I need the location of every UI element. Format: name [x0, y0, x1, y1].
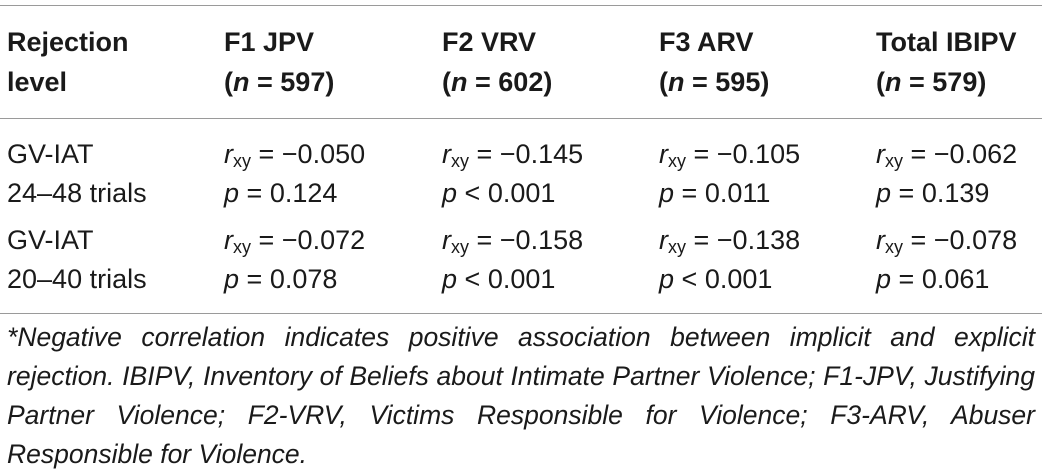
n-symbol: n [451, 67, 468, 97]
header-total-n: (n = 579) [876, 67, 987, 97]
r-subscript: xy [451, 237, 469, 257]
p-symbol: p [659, 178, 675, 208]
row1-f3-r: rxy = −0.105 [659, 134, 800, 174]
r-symbol: r [442, 139, 451, 169]
row1-label-line1: GV-IAT [7, 139, 94, 169]
header-rule [0, 118, 1042, 119]
p-value: = 0.061 [898, 264, 990, 294]
p-value: < 0.001 [681, 264, 773, 294]
r-symbol: r [876, 225, 885, 255]
header-f3-name: F3 ARV [659, 27, 754, 57]
header-f2-name: F2 VRV [442, 27, 537, 57]
r-symbol: r [659, 225, 668, 255]
n-symbol: n [885, 67, 902, 97]
r-symbol: r [224, 225, 233, 255]
p-value: < 0.001 [464, 178, 556, 208]
p-value: = 0.078 [246, 264, 338, 294]
p-value: = 0.124 [246, 178, 338, 208]
p-symbol: p [876, 264, 892, 294]
r-subscript: xy [451, 151, 469, 171]
r-subscript: xy [668, 151, 686, 171]
row1-f3-p: p = 0.011 [659, 173, 770, 213]
p-value: < 0.001 [464, 264, 556, 294]
r-symbol: r [659, 139, 668, 169]
p-symbol: p [659, 264, 675, 294]
header-f1-name: F1 JPV [224, 27, 315, 57]
header-f2-n: (n = 602) [442, 67, 553, 97]
r-symbol: r [224, 139, 233, 169]
bottom-rule [0, 313, 1042, 314]
row2-f1-r: rxy = −0.072 [224, 220, 365, 260]
row1-f2-p: p < 0.001 [442, 173, 555, 213]
header-rejection-level-line2: level [7, 67, 68, 97]
row2-f3-p: p < 0.001 [659, 259, 772, 299]
p-symbol: p [224, 178, 240, 208]
row2-label-line1: GV-IAT [7, 225, 94, 255]
f3-n-value: 595 [715, 67, 761, 97]
p-value: = 0.011 [681, 178, 771, 208]
f1-n-value: 597 [280, 67, 326, 97]
r-subscript: xy [233, 237, 251, 257]
header-total-name: Total IBIPV [876, 27, 1017, 57]
row2-f2-p: p < 0.001 [442, 259, 555, 299]
row2-label-line2: 20–40 trials [7, 264, 147, 294]
equals-sign: = [684, 67, 716, 97]
header-f3-n: (n = 595) [659, 67, 770, 97]
p-symbol: p [442, 264, 458, 294]
row2-f1-p: p = 0.078 [224, 259, 337, 299]
r-value: = −0.062 [910, 139, 1018, 169]
r-value: = −0.158 [476, 225, 584, 255]
r-value: = −0.145 [476, 139, 584, 169]
r-subscript: xy [233, 151, 251, 171]
r-value: = −0.078 [910, 225, 1018, 255]
r-value: = −0.138 [693, 225, 801, 255]
row1-label-line2: 24–48 trials [7, 178, 147, 208]
header-rejection-level-line1: Rejection [7, 27, 129, 57]
equals-sign: = [249, 67, 281, 97]
row2-total-p: p = 0.061 [876, 259, 989, 299]
top-rule [0, 5, 1042, 6]
row1-f2-r: rxy = −0.145 [442, 134, 583, 174]
row2-f3-r: rxy = −0.138 [659, 220, 800, 260]
r-value: = −0.072 [258, 225, 366, 255]
equals-sign: = [467, 67, 499, 97]
row1-f1-p: p = 0.124 [224, 173, 337, 213]
header-f1-n: (n = 597) [224, 67, 335, 97]
table-footnote: *Negative correlation indicates positive… [7, 322, 1035, 469]
r-value: = −0.105 [693, 139, 801, 169]
p-symbol: p [224, 264, 240, 294]
r-value: = −0.050 [258, 139, 366, 169]
f2-n-value: 602 [498, 67, 544, 97]
r-symbol: r [442, 225, 451, 255]
row2-f2-r: rxy = −0.158 [442, 220, 583, 260]
r-symbol: r [876, 139, 885, 169]
r-subscript: xy [885, 151, 903, 171]
r-subscript: xy [885, 237, 903, 257]
p-value: = 0.139 [898, 178, 990, 208]
equals-sign: = [901, 67, 933, 97]
row2-total-r: rxy = −0.078 [876, 220, 1017, 260]
n-symbol: n [668, 67, 685, 97]
p-symbol: p [442, 178, 458, 208]
n-symbol: n [233, 67, 250, 97]
p-symbol: p [876, 178, 892, 208]
row1-f1-r: rxy = −0.050 [224, 134, 365, 174]
total-n-value: 579 [932, 67, 978, 97]
row1-total-p: p = 0.139 [876, 173, 989, 213]
r-subscript: xy [668, 237, 686, 257]
row1-total-r: rxy = −0.062 [876, 134, 1017, 174]
